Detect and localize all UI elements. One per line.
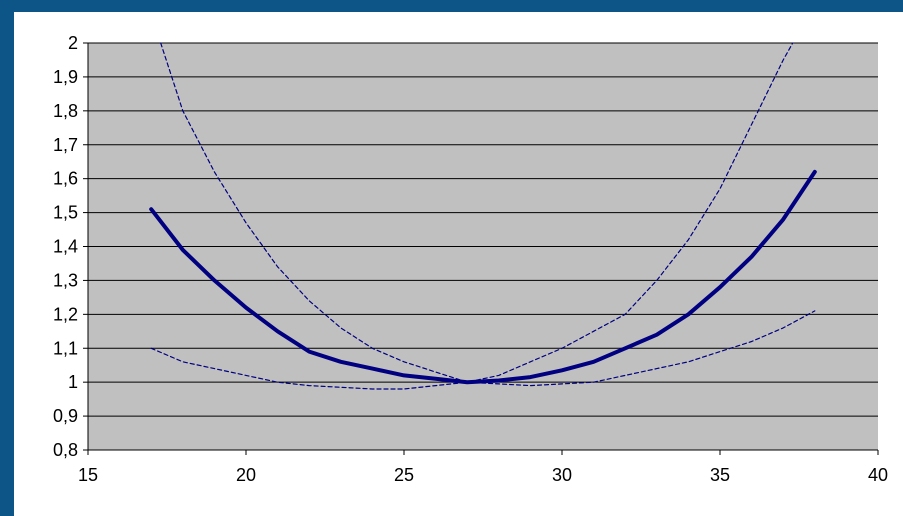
series-line-2 — [160, 42, 794, 383]
series-line-1 — [149, 169, 817, 385]
y-tick-label: 1 — [68, 372, 78, 392]
y-tick-label: 1,9 — [53, 67, 78, 87]
y-tick-label: 1,1 — [53, 338, 78, 358]
x-tick-label: 35 — [710, 465, 730, 485]
x-tick-label: 15 — [78, 465, 98, 485]
x-tick-label: 25 — [394, 465, 414, 485]
y-tick-label: 1,6 — [53, 169, 78, 189]
y-tick-label: 1,5 — [53, 203, 78, 223]
y-tick-label: 1,7 — [53, 135, 78, 155]
y-tick-label: 2 — [68, 33, 78, 53]
chart-frame: 0,8 0,9 1 1,1 1,2 1,3 1,4 1,5 1,6 1,7 1,8 1,9 2 15 20 2… — [14, 12, 903, 516]
series-line-3 — [150, 310, 816, 390]
y-tick-label: 1,3 — [53, 270, 78, 290]
x-tick-label: 40 — [868, 465, 888, 485]
y-tick-label: 1,2 — [53, 304, 78, 324]
y-tick-label: 0,9 — [53, 406, 78, 426]
y-tick-label: 1,4 — [53, 237, 78, 257]
line-chart: 0,8 0,9 1 1,1 1,2 1,3 1,4 1,5 1,6 1,7 1,8 1,9 2 15 20 2… — [53, 33, 888, 485]
y-tick-label: 0,8 — [53, 440, 78, 460]
y-tick-label: 1,8 — [53, 101, 78, 121]
x-tick-label: 30 — [552, 465, 572, 485]
x-tick-label: 20 — [236, 465, 256, 485]
